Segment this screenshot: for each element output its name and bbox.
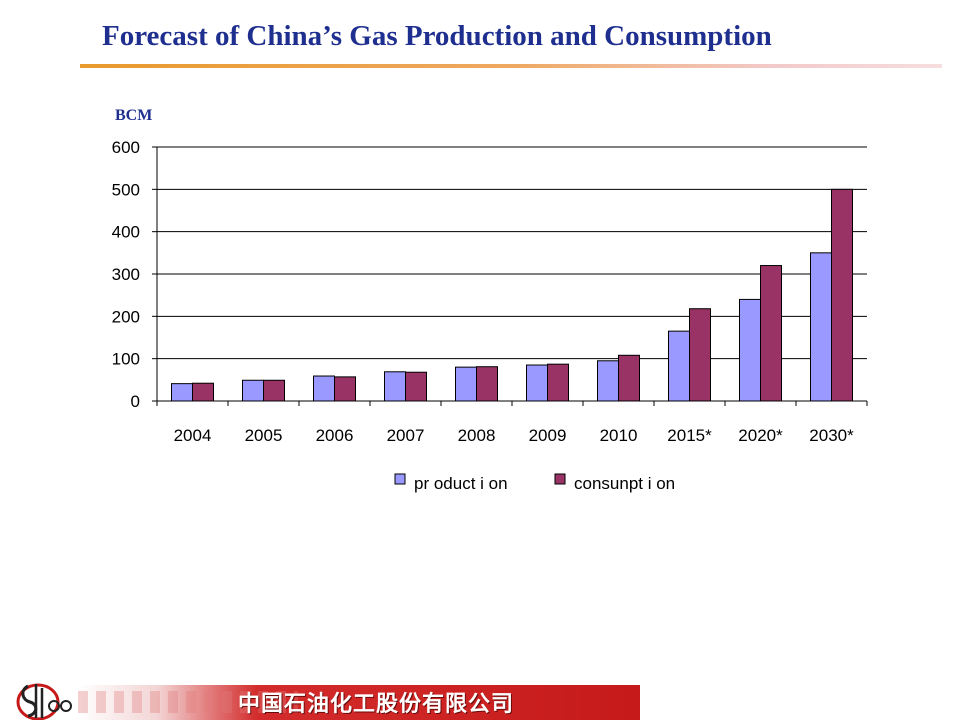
bar-production — [526, 364, 548, 402]
bar-consumption — [689, 308, 711, 402]
x-tick-label: 2015* — [667, 426, 712, 445]
company-name: 中国石油化工股份有限公司 — [238, 692, 515, 717]
bar-production — [810, 252, 832, 402]
bar-production — [739, 298, 761, 402]
x-tick-label: 2009 — [529, 426, 567, 445]
bar-consumption — [334, 376, 356, 402]
y-tick-label: 600 — [112, 138, 140, 157]
bar-consumption — [192, 382, 214, 402]
y-tick-label: 100 — [112, 350, 140, 369]
x-tick-label: 2008 — [458, 426, 496, 445]
bar-consumption — [760, 265, 782, 402]
legend-swatch-consumption — [554, 473, 566, 485]
y-tick-label: 300 — [112, 265, 140, 284]
bar-consumption — [618, 354, 640, 402]
y-tick-label: 500 — [112, 180, 140, 199]
y-axis-unit-label: BCM — [115, 107, 153, 124]
legend-swatch-production — [394, 473, 406, 485]
bar-consumption — [547, 363, 569, 402]
legend-label-consumption: consunpt i on — [574, 474, 675, 493]
y-tick-label: 0 — [131, 392, 140, 411]
x-tick-label: 2020* — [738, 426, 783, 445]
x-tick-label: 2030* — [809, 426, 854, 445]
bar-production — [597, 360, 619, 402]
slide-title: Forecast of China’s Gas Production and C… — [102, 20, 772, 52]
bar-production — [242, 379, 264, 402]
bar-production — [313, 375, 335, 402]
x-tick-label: 2004 — [174, 426, 212, 445]
bar-consumption — [405, 371, 427, 402]
x-tick-label: 2010 — [600, 426, 638, 445]
legend-label-production: pr oduct i on — [414, 474, 508, 493]
x-tick-label: 2006 — [316, 426, 354, 445]
bar-consumption — [831, 188, 853, 402]
title-underline — [80, 64, 942, 68]
sinopec-logo — [16, 683, 72, 720]
bar-production — [384, 371, 406, 402]
bar-consumption — [263, 379, 285, 402]
bar-consumption — [476, 366, 498, 402]
bar-production — [171, 383, 193, 402]
y-tick-label: 200 — [112, 307, 140, 326]
bar-production — [455, 366, 477, 402]
banner-dash-pattern — [78, 691, 298, 713]
x-tick-label: 2007 — [387, 426, 425, 445]
bar-production — [668, 330, 690, 402]
company-banner — [78, 685, 640, 720]
y-tick-label: 400 — [112, 223, 140, 242]
x-tick-label: 2005 — [245, 426, 283, 445]
bar-chart: 0 100 200 300 400 500 600 2004 2005 2006 2007 2008 2… — [112, 138, 868, 493]
